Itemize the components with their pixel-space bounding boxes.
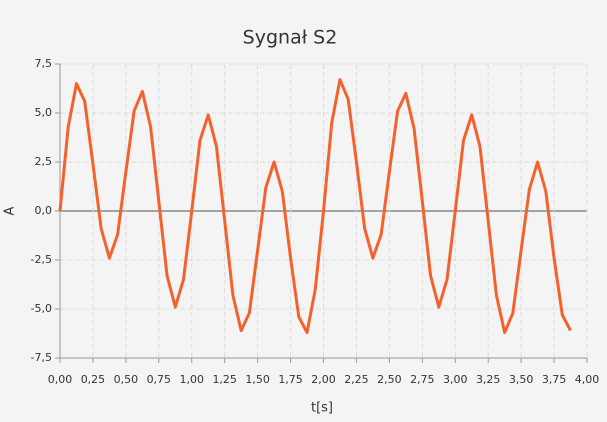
x-tick-label: 2,75 — [410, 373, 435, 386]
x-tick-label: 1,00 — [180, 373, 205, 386]
y-tick-label: -7,5 — [31, 351, 52, 364]
x-tick-label: 0,50 — [114, 373, 139, 386]
x-tick-label: 0,25 — [81, 373, 106, 386]
x-axis-label: t[s] — [311, 401, 333, 416]
x-tick-label: 3,25 — [476, 373, 501, 386]
y-tick-label: 5,0 — [35, 106, 53, 119]
x-tick-label: 2,25 — [344, 373, 369, 386]
y-tick-label: 0,0 — [35, 204, 53, 217]
x-tick-label: 0,75 — [147, 373, 172, 386]
y-axis-label: A — [3, 206, 18, 215]
y-tick-label: 7,5 — [35, 57, 53, 70]
x-tick-label: 3,00 — [443, 373, 468, 386]
y-tick-label: 2,5 — [35, 155, 53, 168]
x-tick-label: 4,00 — [575, 373, 600, 386]
x-tick-label: 2,00 — [311, 373, 336, 386]
chart-title: Sygnał S2 — [243, 27, 338, 49]
x-tick-label: 1,25 — [212, 373, 237, 386]
data-line — [58, 78, 572, 335]
y-tick-label: -5,0 — [31, 302, 52, 315]
x-tick-label: 1,50 — [245, 373, 270, 386]
x-tick-label: 1,75 — [278, 373, 303, 386]
x-tick-label: 3,50 — [509, 373, 534, 386]
y-tick-label: -2,5 — [31, 253, 52, 266]
x-tick-label: 3,75 — [542, 373, 567, 386]
x-tick-label: 0,00 — [48, 373, 73, 386]
x-tick-label: 2,50 — [377, 373, 402, 386]
